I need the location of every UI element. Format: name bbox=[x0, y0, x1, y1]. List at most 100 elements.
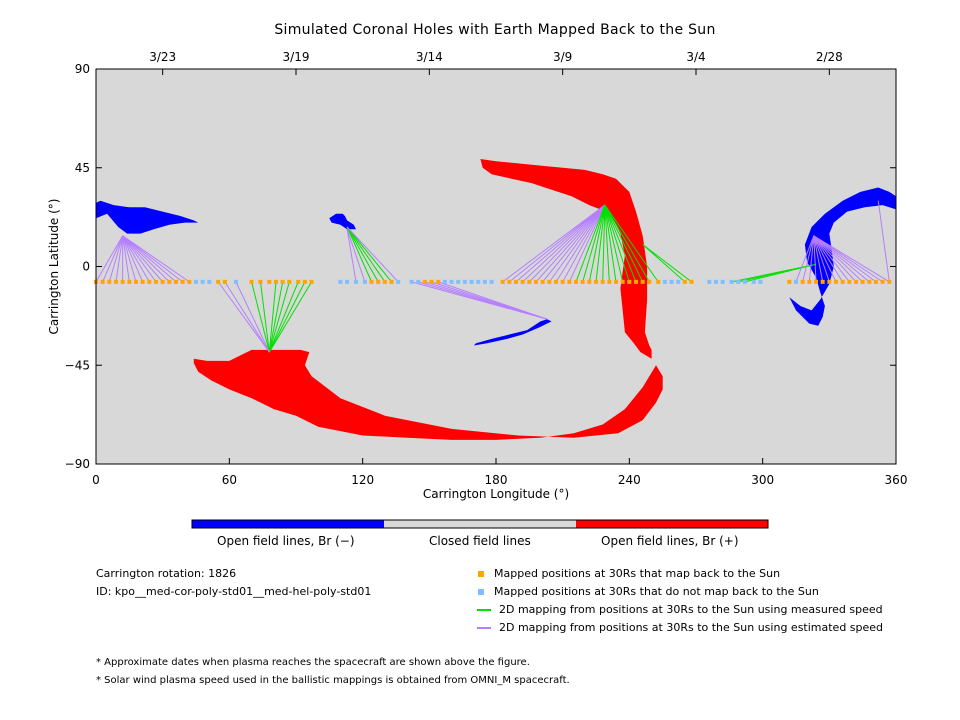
unmapped-point bbox=[396, 279, 401, 284]
mapped-point bbox=[280, 279, 285, 284]
purple-line-icon bbox=[477, 626, 491, 629]
mapped-point bbox=[560, 279, 565, 284]
estimated-mapping-line bbox=[122, 235, 157, 283]
unmapped-point bbox=[482, 279, 487, 284]
negative-coronal-hole bbox=[473, 319, 552, 346]
mapped-point bbox=[874, 279, 878, 284]
unmapped-point bbox=[720, 279, 725, 284]
measured-mapping-line bbox=[346, 226, 386, 283]
mapped-point bbox=[689, 279, 694, 284]
unmapped-point bbox=[200, 279, 205, 284]
measured-mapping-line bbox=[268, 281, 290, 353]
date-tick-label: 3/4 bbox=[686, 50, 705, 64]
unmapped-point bbox=[462, 279, 467, 284]
unmapped-point bbox=[354, 279, 358, 284]
estimated-mapping-line bbox=[509, 204, 606, 283]
blue-square-icon bbox=[478, 588, 484, 595]
mapped-point bbox=[534, 279, 538, 284]
estimated-mapping-line bbox=[813, 235, 870, 283]
mapped-point bbox=[302, 279, 307, 284]
estimated-mapping-line bbox=[813, 235, 850, 283]
mapped-point bbox=[854, 279, 858, 284]
unmapped-point bbox=[476, 279, 481, 284]
mapped-point bbox=[369, 279, 374, 284]
measured-mapping-line bbox=[604, 205, 610, 282]
mapped-point bbox=[820, 279, 825, 284]
mapped-point bbox=[640, 279, 645, 284]
mapped-point bbox=[389, 279, 394, 284]
measured-mapping-line bbox=[268, 281, 277, 353]
mapped-point bbox=[249, 279, 254, 284]
measured-mapping-line bbox=[604, 204, 659, 283]
measured-mapping-line bbox=[268, 281, 299, 353]
x-tick-label: 300 bbox=[751, 473, 774, 487]
colorbar-segment bbox=[384, 520, 576, 528]
mapped-point bbox=[507, 279, 512, 284]
measured-mapping-line bbox=[602, 205, 606, 282]
mapped-point bbox=[682, 279, 687, 284]
legend-item-measured: 2D mapping from positions at 30Rs to the… bbox=[476, 603, 883, 616]
mapped-point bbox=[100, 279, 105, 284]
measured-mapping-line bbox=[588, 204, 606, 282]
measured-mapping-line bbox=[582, 204, 606, 283]
measured-mapping-line bbox=[251, 281, 270, 353]
unmapped-point bbox=[338, 279, 343, 284]
unmapped-point bbox=[714, 279, 718, 284]
measured-mapping-line bbox=[604, 204, 650, 283]
estimated-mapping-line bbox=[802, 235, 815, 282]
mapped-point bbox=[296, 279, 301, 284]
estimated-mapping-line bbox=[122, 235, 150, 283]
mapped-point bbox=[216, 279, 221, 284]
chart-title: Simulated Coronal Holes with Earth Mappe… bbox=[274, 22, 716, 38]
footnote-speed: * Solar wind plasma speed used in the ba… bbox=[96, 675, 570, 686]
colorbar-segment bbox=[192, 520, 384, 528]
mapped-point bbox=[867, 279, 872, 284]
unmapped-point bbox=[449, 279, 454, 284]
mapped-point bbox=[647, 279, 652, 284]
mapped-point bbox=[140, 279, 145, 284]
estimated-mapping-line bbox=[438, 281, 548, 320]
negative-coronal-hole bbox=[789, 187, 896, 326]
mapped-point bbox=[814, 279, 818, 284]
estimated-mapping-line bbox=[346, 229, 366, 283]
measured-mapping-line bbox=[642, 244, 692, 283]
mapped-point bbox=[527, 279, 532, 284]
estimated-mapping-line bbox=[502, 204, 606, 283]
y-tick-label: 45 bbox=[75, 161, 90, 175]
legend-item-unmapped: Mapped positions at 30Rs that do not map… bbox=[478, 585, 819, 598]
mapped-point bbox=[800, 279, 805, 284]
footnote-dates: * Approximate dates when plasma reaches … bbox=[96, 657, 530, 668]
measured-mapping-line bbox=[259, 281, 270, 353]
measured-mapping-line bbox=[642, 244, 686, 283]
y-tick-label: 90 bbox=[75, 62, 90, 76]
colorbar-frame bbox=[191, 519, 769, 529]
mapped-point bbox=[807, 279, 812, 284]
unmapped-point bbox=[456, 279, 461, 284]
mapped-point bbox=[594, 279, 598, 284]
unmapped-point bbox=[442, 279, 447, 284]
unmapped-point bbox=[207, 279, 212, 284]
estimated-mapping-line bbox=[108, 235, 124, 283]
estimated-mapping-line bbox=[795, 235, 815, 283]
estimated-mapping-line bbox=[877, 200, 890, 282]
mapped-point bbox=[167, 279, 172, 284]
unmapped-point bbox=[736, 279, 741, 284]
estimated-mapping-line bbox=[813, 235, 864, 283]
mapped-point bbox=[500, 279, 505, 284]
unmapped-point bbox=[676, 279, 681, 284]
legend-item-estimated: 2D mapping from positions at 30Rs to the… bbox=[476, 621, 883, 634]
mapped-point bbox=[120, 279, 125, 284]
mapped-point bbox=[880, 279, 885, 284]
estimated-mapping-line bbox=[515, 204, 606, 283]
mapped-point bbox=[174, 279, 178, 284]
mapped-point bbox=[258, 279, 263, 284]
mapped-point bbox=[422, 279, 427, 284]
x-tick-label: 240 bbox=[618, 473, 641, 487]
mapped-point bbox=[860, 279, 865, 284]
x-tick-label: 0 bbox=[92, 473, 100, 487]
measured-mapping-line bbox=[595, 204, 606, 282]
measured-mapping-line bbox=[268, 281, 284, 353]
estimated-mapping-line bbox=[346, 226, 399, 283]
mapped-point bbox=[587, 279, 592, 284]
